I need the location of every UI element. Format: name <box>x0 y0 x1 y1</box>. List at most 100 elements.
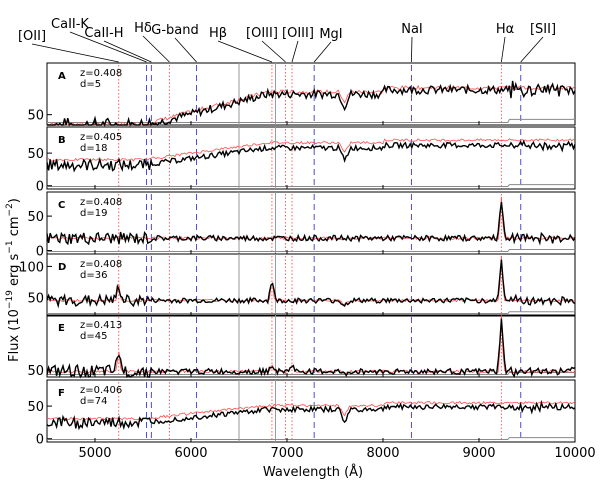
panel-frame <box>46 314 576 378</box>
observed-spectrum <box>46 259 576 309</box>
x-tick-label: 9000 <box>462 446 495 461</box>
observed-spectrum <box>46 318 576 379</box>
distance-label: d=45 <box>80 331 107 342</box>
line-label-5: Hβ <box>209 26 227 41</box>
panel-letter: C <box>58 200 65 211</box>
distance-label: d=18 <box>80 143 107 154</box>
distance-label: d=74 <box>80 396 107 407</box>
ylabel-mid2: cm <box>7 216 22 240</box>
x-tick-label: 7000 <box>270 446 303 461</box>
distance-label: d=19 <box>80 208 107 219</box>
y-tick-label: 0 <box>36 180 44 195</box>
template-spectrum <box>46 84 576 126</box>
y-tick-label: 50 <box>27 364 44 379</box>
panel-letter: D <box>58 262 66 273</box>
redshift-label: z=0.408 <box>80 197 122 208</box>
line-label-2: CaII-H <box>84 26 123 41</box>
sky-spectrum <box>47 184 575 187</box>
distance-label: d=36 <box>80 270 107 281</box>
y-tick-label: 0 <box>36 433 44 448</box>
panel-frame <box>46 191 576 255</box>
line-label-3: Hδ <box>134 21 152 36</box>
panel-letter: F <box>58 388 65 399</box>
panel-letter: B <box>58 135 66 146</box>
line-connector-9 <box>411 36 413 63</box>
line-connector-5 <box>217 40 273 63</box>
panel-frame <box>46 126 576 190</box>
redshift-label: z=0.413 <box>80 320 122 331</box>
ylabel-post: ) <box>7 198 22 203</box>
x-axis: 5000 6000 7000 8000 9000 10000 <box>78 446 595 461</box>
line-label-0: [OII] <box>18 29 46 44</box>
x-tick-label: 8000 <box>366 446 399 461</box>
y-axis-title: Flux (10−19 erg s−1 cm−2) <box>5 198 22 362</box>
redshift-label: z=0.408 <box>80 259 122 270</box>
line-label-7: [OIII] <box>282 26 314 41</box>
line-connector-0 <box>31 43 119 63</box>
redshift-label: z=0.406 <box>80 385 122 396</box>
line-connector-4 <box>174 37 197 63</box>
template-spectrum <box>46 314 576 374</box>
x-axis-title: Wavelength (Å) <box>263 464 363 480</box>
observed-spectrum <box>47 80 576 127</box>
line-label-1: CaII-K <box>51 17 89 32</box>
line-connector-11 <box>520 36 544 63</box>
sky-spectrum <box>47 311 575 314</box>
line-connector-8 <box>313 41 332 63</box>
template-spectrum <box>46 400 576 421</box>
line-label-10: Hα <box>496 22 514 37</box>
distance-label: d=5 <box>80 79 101 90</box>
line-connector-2 <box>103 40 152 63</box>
observed-spectrum <box>46 139 576 173</box>
ylabel-mid: erg s <box>7 253 22 290</box>
y-tick-label: 50 <box>27 147 44 162</box>
sky-spectrum <box>47 249 575 252</box>
ylabel-exp3: −2 <box>5 203 15 216</box>
ylabel-exp2: −1 <box>5 240 15 253</box>
x-tick-label: 6000 <box>174 446 207 461</box>
line-connector-10 <box>500 36 506 63</box>
line-label-9: NaI <box>401 22 423 37</box>
sky-spectrum <box>47 372 575 375</box>
line-label-4: G-band <box>151 23 198 38</box>
x-tick-label: 5000 <box>78 446 111 461</box>
y-tick-label: 100 <box>19 260 44 275</box>
line-connector-7 <box>291 40 299 63</box>
panel-frame <box>46 253 576 317</box>
line-label-6: [OIII] <box>246 26 278 41</box>
template-spectrum <box>46 196 576 241</box>
observed-spectrum <box>46 202 576 246</box>
line-label-8: MgI <box>319 27 342 42</box>
ylabel-exp1: −19 <box>5 290 15 309</box>
observed-spectrum <box>46 399 576 431</box>
sky-spectrum <box>47 437 575 440</box>
sky-spectrum <box>47 118 575 123</box>
ylabel-pre: Flux (10 <box>7 309 22 362</box>
line-connector-1 <box>69 31 147 63</box>
line-connector-3 <box>142 35 170 63</box>
template-spectrum <box>46 138 576 162</box>
panel-frame <box>46 379 576 443</box>
y-tick-label: 0 <box>36 245 44 260</box>
x-tick-label: 10000 <box>554 446 595 461</box>
y-tick-label: 50 <box>27 109 44 124</box>
redshift-label: z=0.408 <box>80 68 122 79</box>
y-tick-label: 50 <box>27 291 44 306</box>
y-tick-label: 50 <box>27 210 44 225</box>
line-connector-6 <box>261 40 286 63</box>
panel-letter: E <box>58 323 65 334</box>
redshift-label: z=0.405 <box>80 132 122 143</box>
y-tick-label: 50 <box>27 400 44 415</box>
panel-frame <box>46 62 576 126</box>
line-label-11: [SII] <box>530 22 556 37</box>
panel-letter: A <box>58 71 66 82</box>
